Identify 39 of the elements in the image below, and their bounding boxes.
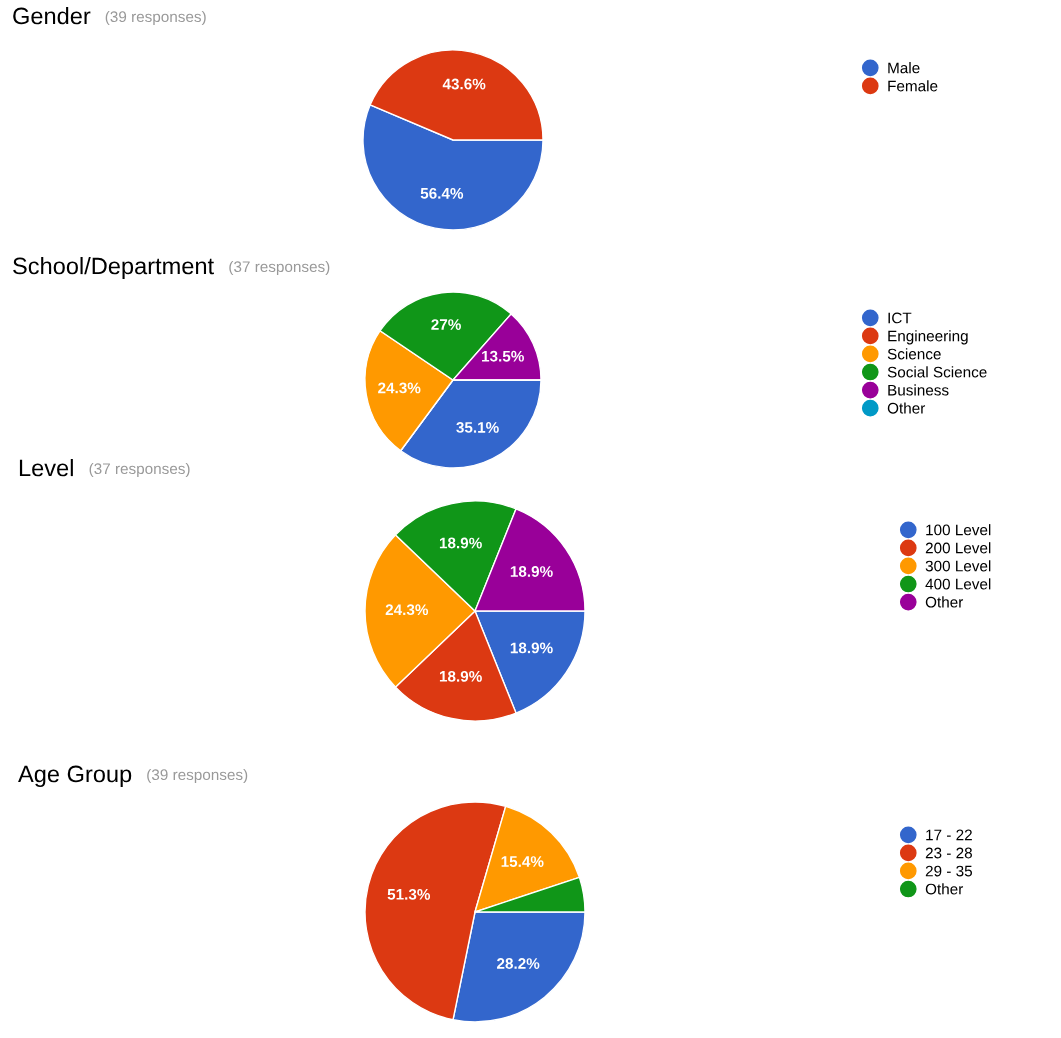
legend-label: Other [925,596,964,608]
legend-label: 17 - 22 [926,829,972,841]
legend-label: Business [888,384,949,396]
text: Age Group [18,765,132,788]
data-label: 43.6% [442,78,486,90]
text: (39 responses) [147,768,248,784]
legend-label: Other [925,883,964,895]
data-label: 18.9% [439,670,482,682]
data-label: 13.5% [482,350,524,362]
legend-label: Engineering [888,330,968,345]
chart-subtitle: (37 responses) [229,260,330,276]
legend-label: 29 - 35 [925,865,973,877]
data-label: 18.9% [510,566,553,577]
data-label: 18.9% [439,537,482,549]
data-label: 56.4% [420,187,464,199]
legend-label: Female [888,80,938,92]
legend-label: Male [888,62,920,74]
text: School/Department [13,257,214,280]
data-label: 35.1% [456,422,499,433]
legend-label: 23 - 28 [925,847,972,859]
data-label: 51.3% [387,888,431,900]
data-label: 15.4% [501,856,544,867]
legend-label: 100 Level [926,524,991,536]
data-label: 24.3% [385,604,429,616]
text: Gender [13,7,91,25]
data-label: 28.2% [497,958,540,969]
legend-label: ICT [888,312,912,324]
legend-label: 200 Level [925,542,991,554]
data-label: 24.3% [378,382,421,394]
text: (37 responses) [89,462,190,478]
legend-label: Other [887,402,926,414]
legend-label: Science [887,348,941,360]
text: Level [19,458,73,477]
legend-label: Social Science [887,366,987,378]
data-label: 27% [431,319,461,330]
legend-label: 300 Level [925,560,991,572]
data-label: 18.9% [510,642,553,654]
legend-label: 400 Level [925,578,991,590]
text: (39 responses) [105,10,206,26]
